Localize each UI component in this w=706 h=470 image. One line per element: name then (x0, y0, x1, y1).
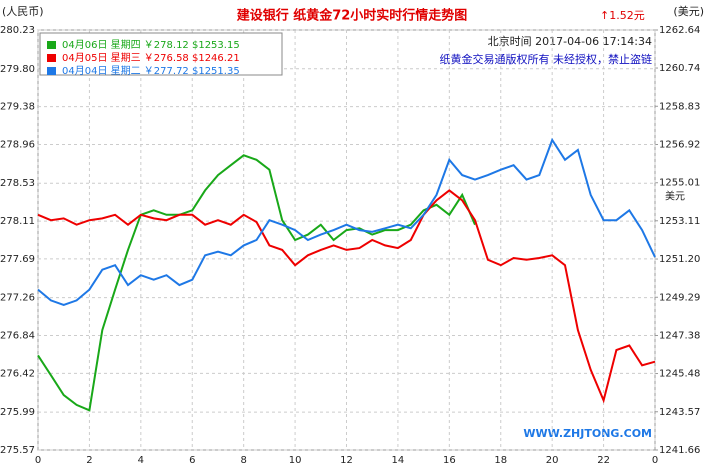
y2-axis-label: (美元) (673, 5, 704, 18)
x-tick-label: 22 (597, 455, 610, 466)
y2-unit: 美元 (665, 190, 685, 203)
y2-tick-label: 1243.57 (659, 407, 700, 418)
y-tick-label: 278.96 (0, 139, 35, 150)
x-tick-label: 20 (546, 455, 559, 466)
legend-box (39, 32, 283, 76)
series-line (37, 189, 656, 404)
y2-tick-label: 1262.64 (659, 25, 700, 36)
x-tick-label: 12 (340, 455, 353, 466)
x-tick-label: 8 (240, 455, 246, 466)
y-tick-label: 280.23 (0, 25, 35, 36)
legend-entry: 04月06日 星期四 ￥278.12 $1253.15 (62, 39, 240, 51)
y2-tick-label: 1253.11 (659, 216, 700, 227)
series-line (37, 154, 476, 412)
y2-tick-label: 1258.83 (659, 101, 700, 112)
legend-swatch (47, 67, 56, 75)
y-tick-label: 277.69 (0, 254, 35, 265)
y-axis-label: (人民币) (2, 5, 44, 18)
y-tick-label: 276.84 (0, 331, 35, 342)
x-tick-label: 18 (494, 455, 507, 466)
x-tick-label: 2 (86, 455, 92, 466)
y-tick-label: 279.80 (0, 64, 35, 75)
x-tick-label: 4 (138, 455, 144, 466)
y2-tick-label: 1255.01 (659, 178, 700, 189)
y2-tick-label: 1260.74 (659, 63, 700, 74)
y2-tick-label: 1256.92 (659, 140, 700, 151)
x-tick-label: 6 (189, 455, 195, 466)
change-label: ↑1.52元 (600, 9, 645, 22)
x-tick-label: 16 (443, 455, 456, 466)
y2-tick-label: 1249.29 (659, 292, 700, 303)
timestamp: 北京时间 2017-04-06 17:14:34 (488, 34, 652, 48)
y2-tick-label: 1241.66 (659, 445, 700, 456)
legend-swatch (47, 41, 56, 49)
y-tick-label: 275.57 (0, 445, 35, 456)
x-tick-label: 14 (392, 455, 405, 466)
y2-tick-label: 1247.38 (659, 330, 700, 341)
chart-title: 建设银行 纸黄金72小时实时行情走势图 (237, 8, 468, 24)
legend-entry: 04月04日 星期二 ￥277.72 $1251.35 (62, 65, 240, 77)
series-line (37, 137, 656, 306)
y2-tick-label: 1245.48 (659, 369, 700, 380)
legend-swatch (47, 54, 56, 62)
x-tick-label: 0 (652, 455, 658, 466)
legend-entry: 04月05日 星期三 ￥276.58 $1246.21 (62, 52, 240, 64)
y-tick-label: 277.26 (0, 293, 35, 304)
y-tick-label: 279.38 (0, 102, 35, 113)
y-tick-label: 275.99 (0, 407, 35, 418)
y-tick-label: 278.53 (0, 178, 35, 189)
y2-tick-label: 1251.20 (659, 254, 700, 265)
x-tick-label: 10 (289, 455, 302, 466)
y-tick-label: 276.42 (0, 368, 35, 379)
copyright: 纸黄金交易通版权所有 未经授权，禁止盗链 (440, 52, 653, 66)
website: WWW.ZHJTONG.COM (523, 427, 652, 440)
y-tick-label: 278.11 (0, 216, 35, 227)
x-tick-label: 0 (35, 455, 41, 466)
